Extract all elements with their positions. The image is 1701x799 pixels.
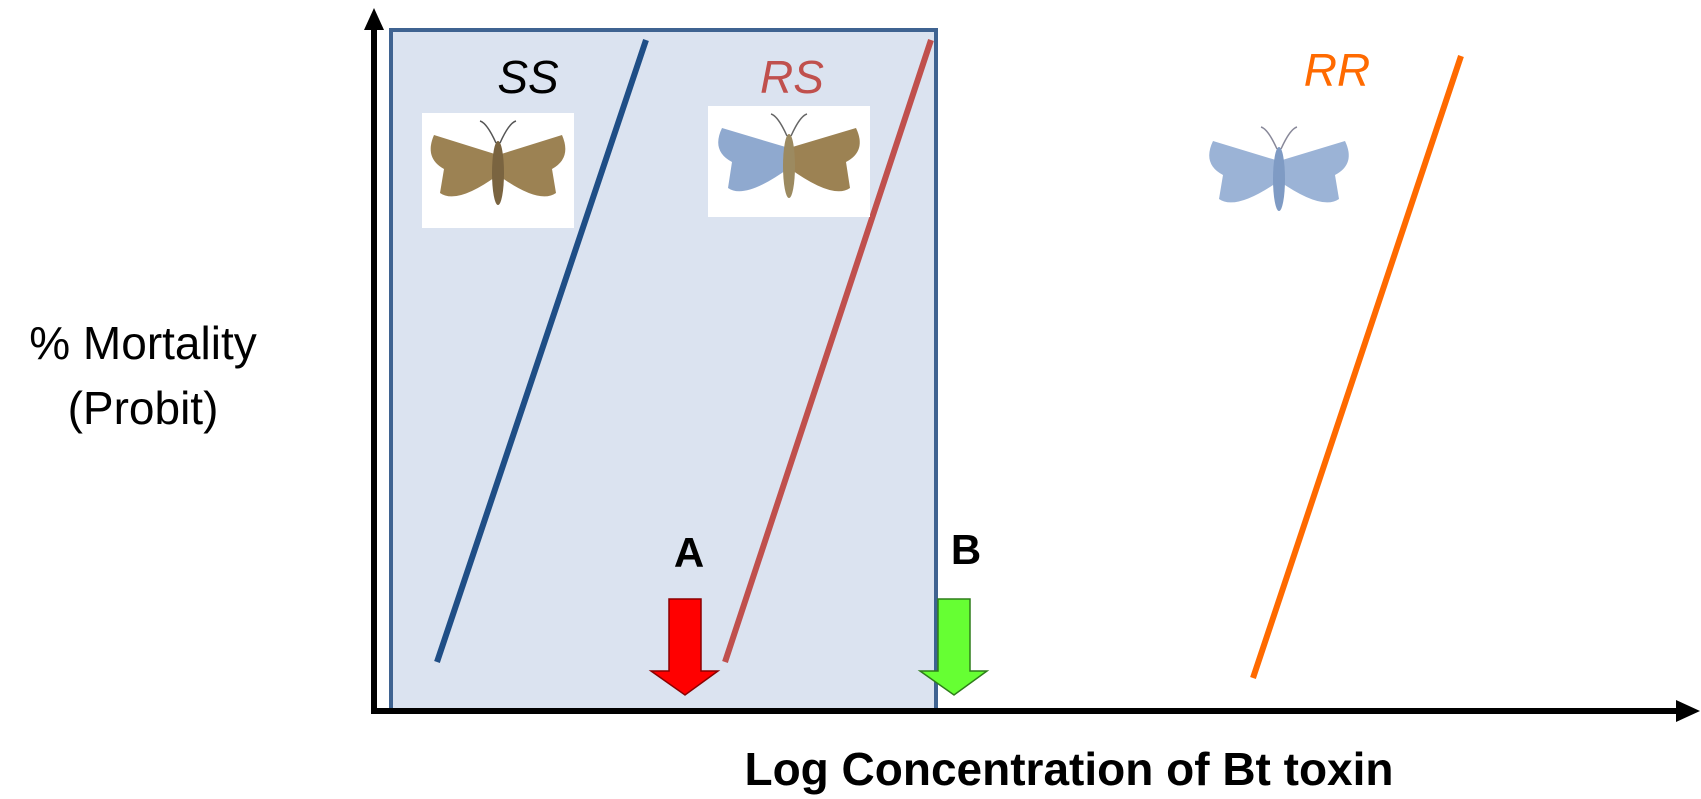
genotype-label: RR (1304, 44, 1370, 96)
diagram: SS RS RR A B % Mortality (Probit) Log Co… (0, 0, 1701, 799)
y-axis-label: (Probit) (68, 382, 219, 434)
genotype-label: RS (760, 51, 824, 103)
marker-label: B (951, 526, 981, 573)
moth-ss (422, 113, 574, 228)
moth-rs (708, 106, 870, 217)
x-axis-label: Log Concentration of Bt toxin (744, 743, 1393, 795)
genotype-label: SS (497, 51, 559, 103)
moth-rr (1199, 119, 1360, 228)
marker-label: A (674, 529, 704, 576)
x-axis-arrow (1676, 700, 1700, 722)
y-axis-label: % Mortality (29, 317, 256, 369)
y-axis-arrow (364, 8, 384, 30)
